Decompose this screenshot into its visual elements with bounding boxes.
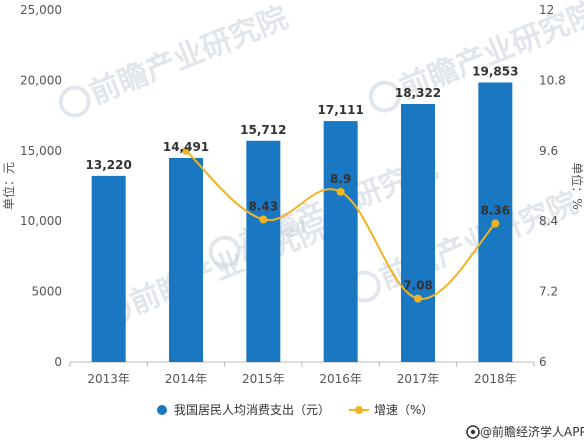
y-tick-right-label: 12	[539, 3, 554, 17]
bars-group	[91, 82, 513, 362]
bar-value-label: 19,853	[472, 64, 518, 78]
growth-point	[182, 146, 190, 155]
y-tick-left-label: 10,000	[20, 214, 62, 228]
y-tick-left-label: 0	[54, 355, 62, 369]
source-text: @前瞻经济学人APP	[480, 424, 584, 439]
source-credit: @前瞻经济学人APP	[466, 424, 584, 439]
bar	[401, 104, 435, 362]
y-tick-left-label: 20,000	[20, 73, 62, 87]
bar	[91, 175, 126, 362]
x-tick-label: 2017年	[397, 372, 440, 386]
y-tick-right-label: 7.2	[539, 285, 558, 299]
growth-value-label: 7.08	[403, 279, 433, 293]
y-axis-left-title: 单位：元	[1, 162, 16, 210]
y-tick-left-label: 15,000	[20, 144, 62, 158]
bar	[169, 157, 203, 362]
growth-value-label: 8.9	[330, 172, 351, 186]
x-tick-label: 2015年	[242, 372, 285, 386]
watermark-logo: 前瞻产业研究院	[368, 0, 584, 113]
bar	[246, 140, 281, 362]
x-tick-label: 2013年	[87, 372, 130, 386]
bar-value-label: 13,220	[86, 158, 132, 172]
x-tick-label: 2014年	[165, 372, 208, 386]
axes-group: 0 5000 10,000 15,000 20,000 25,000 6 7.2 8.4 9.6 1…	[20, 3, 566, 386]
legend: 我国居民人均消费支出（元） 增速（%）	[157, 403, 433, 417]
legend-bar-label: 我国居民人均消费支出（元）	[174, 403, 330, 417]
x-tick-label: 2016年	[319, 372, 362, 386]
y-tick-right-label: 8.4	[539, 214, 558, 228]
growth-value-label: 8.36	[481, 204, 511, 218]
watermark-logo: 前瞻产业研究院	[98, 210, 333, 328]
svg-text:前瞻产业研究院: 前瞻产业研究院	[125, 210, 333, 321]
growth-line-group	[182, 146, 500, 303]
legend-line-label: 增速（%）	[374, 403, 433, 417]
bar-value-label: 14,491	[163, 140, 209, 154]
y-tick-left-label: 5000	[31, 285, 62, 299]
bar	[323, 121, 358, 362]
y-tick-left-label: 25,000	[20, 3, 62, 17]
bar-value-label: 18,322	[395, 86, 441, 100]
growth-point	[336, 187, 345, 196]
legend-line-marker-dot	[355, 406, 363, 414]
growth-point	[414, 294, 422, 303]
qianzhan-logo-icon	[466, 425, 480, 439]
y-tick-right-label: 10.8	[539, 73, 566, 87]
y-tick-right-label: 6	[539, 355, 547, 369]
y-tick-right-label: 9.6	[539, 144, 558, 158]
bar-value-label: 15,712	[240, 123, 286, 137]
data-labels-group: 13,220 14,491 15,712 17,111 18,322 19,853 8.43…	[86, 64, 519, 292]
x-tick-label: 2018年	[474, 372, 517, 386]
bar-value-label: 17,111	[318, 103, 364, 117]
watermark-logo: 前瞻产业研究院	[58, 0, 293, 118]
svg-text:前瞻产业研究院: 前瞻产业研究院	[85, 0, 293, 111]
growth-point	[259, 215, 268, 224]
growth-value-label: 8.43	[249, 199, 279, 213]
growth-point	[491, 219, 500, 228]
legend-bar-marker	[157, 405, 167, 415]
y-axis-right-title: 单位：%	[570, 162, 584, 209]
